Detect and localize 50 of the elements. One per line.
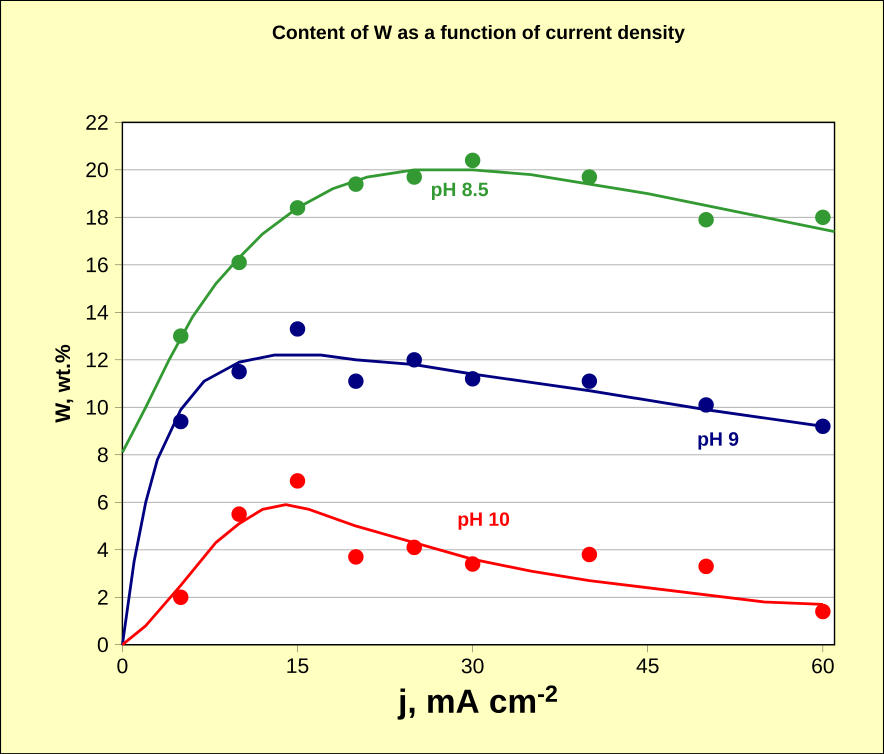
series-label: pH 8.5 <box>432 182 488 200</box>
y-tick-label: 20 <box>86 162 108 178</box>
point <box>698 558 714 574</box>
x-tick-label: 15 <box>287 658 308 674</box>
chart-title: Content of W as a function of current density <box>272 24 685 43</box>
point <box>290 200 306 216</box>
point <box>698 397 714 413</box>
point <box>290 473 306 489</box>
point <box>582 373 598 389</box>
y-axis-title: W, wt.% <box>55 344 74 423</box>
y-tick-label: 14 <box>86 305 108 320</box>
point <box>348 549 364 565</box>
y-tick-label: 10 <box>86 400 108 415</box>
point <box>815 418 831 434</box>
point <box>231 506 247 522</box>
point <box>348 176 364 192</box>
point <box>698 212 714 228</box>
point <box>464 556 480 572</box>
point <box>815 604 831 620</box>
y-tick-label: 18 <box>86 210 108 225</box>
x-tick-label: 45 <box>636 658 659 674</box>
y-tick-label: 8 <box>98 447 108 462</box>
point <box>231 364 247 380</box>
point <box>582 169 598 185</box>
x-axis-title: j, mA cm$^{-2}$ <box>398 685 557 720</box>
series-label: pH 10 <box>458 512 510 530</box>
point <box>406 540 422 556</box>
x-tick-label: 30 <box>462 658 484 674</box>
point <box>231 254 247 270</box>
x-tick-label: 0 <box>117 658 128 674</box>
point <box>464 152 480 168</box>
point <box>173 589 188 605</box>
x-tick-label: 60 <box>812 658 834 674</box>
series-label: pH 9 <box>698 432 738 450</box>
y-tick-label: 16 <box>86 257 108 272</box>
point <box>173 328 188 344</box>
y-tick-label: 22 <box>86 114 108 130</box>
point <box>348 373 364 389</box>
point <box>406 169 422 185</box>
point <box>464 371 480 386</box>
point <box>582 546 598 562</box>
y-tick-label: 4 <box>97 542 108 557</box>
point <box>173 414 188 430</box>
y-tick-label: 12 <box>86 352 108 368</box>
y-tick-label: 0 <box>98 637 108 652</box>
point <box>406 352 422 368</box>
point <box>815 210 831 226</box>
point <box>290 321 306 337</box>
y-tick-label: 2 <box>98 590 108 605</box>
y-tick-label: 6 <box>98 494 108 510</box>
